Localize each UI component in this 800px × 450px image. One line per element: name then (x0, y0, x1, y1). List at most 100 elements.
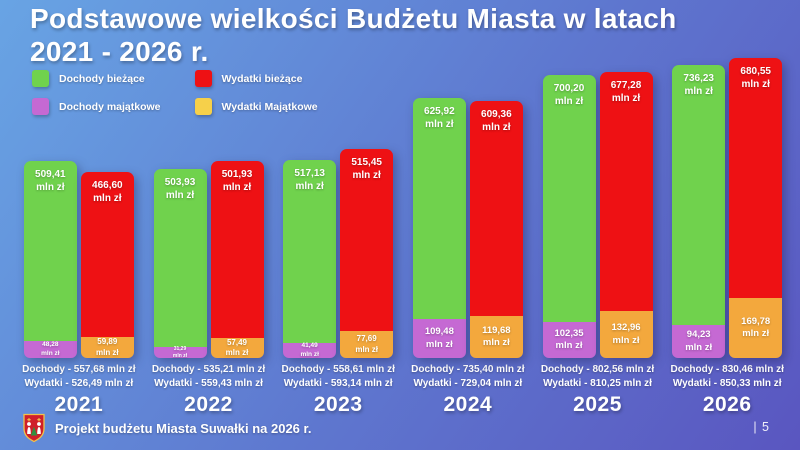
bar-segment-dochody-top: 736,23 mln zł (672, 65, 726, 325)
chart-group-2026: 736,23 mln zł 94,23 mln zł 680,55 mln zł 169,7… (662, 56, 792, 417)
bar-value-label: 625,92 mln zł (424, 106, 455, 130)
legend-item-wydatki-biezace: Wydatki bieżące (194, 70, 318, 87)
chart-group-2022: 503,93 mln zł 31,29 mln zł 501,93 mln zł 57,49… (144, 56, 274, 417)
year-label: 2025 (573, 393, 622, 416)
summary-wydatki: Wydatki - 850,33 mln zł (672, 377, 782, 389)
bar-value-label: 59,89 mln zł (95, 337, 119, 357)
dochody-bar: 700,20 mln zł 102,35 mln zł (542, 75, 596, 358)
bar-value-label: 517,13 mln zł (294, 168, 325, 192)
bar-pair: 700,20 mln zł 102,35 mln zł 677,28 mln zł 132,… (542, 56, 653, 358)
summary-dochody: Dochody - 558,61 mln zł (281, 364, 395, 375)
legend-label: Wydatki bieżące (221, 72, 303, 85)
chart-group-2021: 509,41 mln zł 48,28 mln zł 466,60 mln zł 59,89… (14, 56, 144, 417)
dochody-bar: 625,92 mln zł 109,48 mln zł (412, 98, 466, 358)
wydatki-bar: 609,36 mln zł 119,68 mln zł (469, 101, 523, 358)
page-title-line1: Podstawowe wielkości Budżetu Miasta w la… (30, 3, 677, 34)
bar-segment-wydatki-bottom: 77,69 mln zł (340, 331, 394, 358)
bar-segment-dochody-bottom: 41,49 mln zł (283, 342, 337, 358)
bar-segment-dochody-bottom: 102,35 mln zł (542, 322, 596, 358)
summary-dochody: Dochody - 735,40 mln zł (411, 364, 525, 375)
legend-swatch-red-icon (194, 70, 212, 87)
year-label: 2022 (184, 393, 233, 416)
wydatki-bar: 466,60 mln zł 59,89 mln zł (80, 172, 134, 358)
bar-pair: 503,93 mln zł 31,29 mln zł 501,93 mln zł 57,49… (153, 56, 264, 359)
bar-value-label: 736,23 mln zł (683, 73, 714, 97)
legend-label: Wydatki Majątkowe (221, 100, 318, 113)
bar-value-label: 31,29 mln zł (172, 346, 188, 359)
bar-segment-dochody-top: 700,20 mln zł (542, 75, 596, 322)
bar-segment-wydatki-top: 680,55 mln zł (729, 58, 783, 298)
bar-value-label: 609,36 mln zł (481, 109, 512, 133)
group-summary: Dochody - 557,68 mln zł Wydatki - 526,49 … (22, 363, 135, 390)
bar-value-label: 48,28 mln zł (41, 341, 60, 357)
bar-segment-wydatki-top: 501,93 mln zł (210, 161, 264, 338)
year-label: 2026 (702, 393, 752, 416)
page-title-line2: 2021 - 2026 r. (30, 36, 209, 67)
bar-value-label: 700,20 mln zł (553, 83, 585, 107)
bar-segment-dochody-bottom: 109,48 mln zł (412, 319, 466, 358)
bar-segment-wydatki-top: 466,60 mln zł (80, 172, 134, 337)
bar-value-label: 169,78 mln zł (741, 315, 771, 339)
summary-wydatki: Wydatki - 559,43 mln zł (154, 377, 263, 389)
bar-segment-wydatki-bottom: 132,96 mln zł (599, 311, 653, 358)
suwalki-coat-of-arms-icon (23, 413, 45, 443)
legend: Dochody bieżące Wydatki bieżące Dochody … (32, 70, 318, 115)
bar-segment-wydatki-top: 515,45 mln zł (340, 149, 394, 331)
legend-swatch-purple-icon (32, 98, 49, 115)
footer-text: Projekt budżetu Miasta Suwałki na 2026 r… (55, 420, 312, 436)
chart-group-2025: 700,20 mln zł 102,35 mln zł 677,28 mln zł 132,… (533, 56, 663, 417)
bar-value-label: 119,68 mln zł (482, 324, 511, 348)
bar-value-label: 509,41 mln zł (35, 169, 66, 193)
group-summary: Dochody - 735,40 mln zł Wydatki - 729,04 … (411, 363, 524, 390)
bar-value-label: 41,49 mln zł (300, 342, 319, 358)
bar-segment-dochody-top: 509,41 mln zł (23, 161, 77, 341)
bar-segment-wydatki-bottom: 57,49 mln zł (210, 338, 264, 358)
year-label: 2023 (313, 393, 363, 416)
group-summary: Dochody - 558,61 mln zł Wydatki - 593,14 … (281, 363, 394, 390)
wydatki-bar: 677,28 mln zł 132,96 mln zł (599, 72, 653, 358)
bar-segment-wydatki-bottom: 59,89 mln zł (80, 337, 134, 358)
dochody-bar: 517,13 mln zł 41,49 mln zł (283, 160, 337, 358)
bar-segment-dochody-bottom: 94,23 mln zł (672, 325, 726, 358)
summary-wydatki: Wydatki - 810,25 mln zł (543, 377, 652, 389)
year-label: 2021 (54, 393, 104, 416)
legend-item-dochody-majatkowe: Dochody majątkowe (32, 98, 161, 115)
group-summary: Dochody - 535,21 mln zł Wydatki - 559,43 … (152, 363, 265, 390)
summary-wydatki: Wydatki - 526,49 mln zł (24, 377, 134, 389)
dochody-bar: 509,41 mln zł 48,28 mln zł (23, 161, 77, 358)
bar-pair: 736,23 mln zł 94,23 mln zł 680,55 mln zł 169,7… (672, 56, 783, 358)
bar-segment-wydatki-bottom: 119,68 mln zł (469, 316, 523, 358)
group-summary: Dochody - 830,46 mln zł Wydatki - 850,33 … (671, 363, 784, 390)
bar-segment-wydatki-top: 609,36 mln zł (469, 101, 523, 316)
bar-value-label: 677,28 mln zł (610, 80, 642, 104)
dochody-bar: 736,23 mln zł 94,23 mln zł (672, 65, 726, 358)
wydatki-bar: 501,93 mln zł 57,49 mln zł (210, 161, 264, 358)
bar-value-label: 680,55 mln zł (740, 66, 771, 90)
bar-pair: 509,41 mln zł 48,28 mln zł 466,60 mln zł 59,89… (23, 56, 134, 358)
summary-dochody: Dochody - 557,68 mln zł (22, 364, 136, 375)
bar-segment-dochody-top: 503,93 mln zł (153, 169, 207, 347)
bar-value-label: 102,35 mln zł (554, 327, 584, 351)
legend-label: Dochody bieżące (59, 72, 145, 85)
bar-segment-dochody-bottom: 31,29 mln zł (153, 346, 207, 359)
legend-label: Dochody majątkowe (59, 100, 161, 113)
wydatki-bar: 515,45 mln zł 77,69 mln zł (340, 149, 394, 358)
summary-dochody: Dochody - 802,56 mln zł (540, 364, 655, 375)
bar-segment-wydatki-top: 677,28 mln zł (599, 72, 653, 311)
group-summary: Dochody - 802,56 mln zł Wydatki - 810,25 … (541, 363, 654, 390)
bar-segment-dochody-top: 517,13 mln zł (283, 160, 337, 343)
page-title: Podstawowe wielkości Budżetu Miasta w la… (30, 2, 676, 68)
wydatki-bar: 680,55 mln zł 169,78 mln zł (729, 58, 783, 358)
legend-swatch-yellow-icon (194, 98, 212, 115)
summary-wydatki: Wydatki - 593,14 mln zł (283, 377, 393, 389)
dochody-bar: 503,93 mln zł 31,29 mln zł (153, 169, 207, 359)
summary-dochody: Dochody - 535,21 mln zł (151, 364, 266, 375)
summary-dochody: Dochody - 830,46 mln zł (670, 364, 784, 375)
bar-segment-dochody-bottom: 48,28 mln zł (23, 341, 77, 358)
chart: 509,41 mln zł 48,28 mln zł 466,60 mln zł 59,89… (14, 56, 792, 417)
bar-pair: 517,13 mln zł 41,49 mln zł 515,45 mln zł 77,69… (283, 56, 394, 358)
bar-value-label: 94,23 mln zł (685, 329, 713, 353)
page-number: | 5 (753, 420, 770, 434)
chart-group-2024: 625,92 mln zł 109,48 mln zł 609,36 mln zł 119,… (403, 56, 533, 417)
